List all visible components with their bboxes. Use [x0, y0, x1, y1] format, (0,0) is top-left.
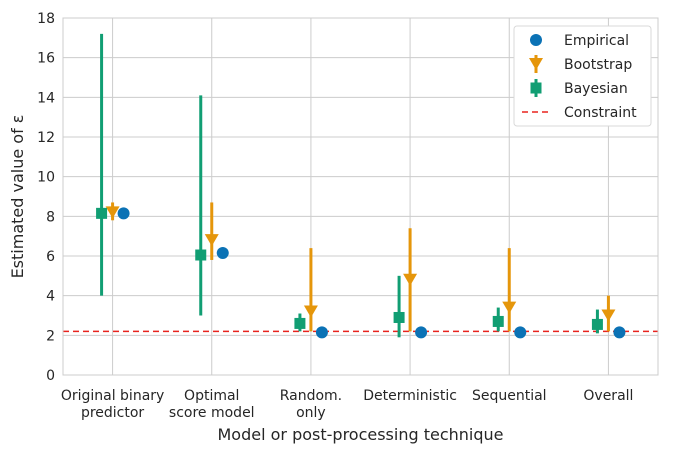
- x-tick-label: score model: [169, 405, 255, 421]
- empirical-point: [613, 326, 626, 339]
- bootstrap-point: [303, 305, 318, 318]
- legend-label: Constraint: [564, 105, 637, 121]
- y-tick-label: 18: [37, 11, 55, 27]
- y-tick-label: 2: [46, 328, 55, 344]
- empirical-point: [514, 326, 527, 339]
- bootstrap-point: [502, 301, 517, 314]
- legend-box: [513, 25, 652, 127]
- x-tick-label: Sequential: [472, 388, 547, 404]
- x-tick-label: only: [296, 405, 326, 421]
- x-tick-label: predictor: [81, 405, 144, 421]
- x-tick-label: Deterministic: [363, 388, 457, 404]
- bayesian-point: [591, 318, 603, 330]
- bootstrap-point: [204, 234, 219, 247]
- x-tick-label: Optimal: [184, 388, 239, 404]
- x-tick-label: Overall: [583, 388, 633, 404]
- x-tick-label: Random.: [280, 388, 342, 404]
- bayesian-point: [492, 315, 504, 327]
- empirical-point: [216, 247, 229, 260]
- legend: Empirical Bootstrap Bayesian Constraint: [513, 25, 652, 127]
- legend-bootstrap-marker: [529, 58, 543, 70]
- legend-label: Empirical: [564, 33, 629, 49]
- empirical-point: [117, 207, 130, 220]
- bootstrap-point: [601, 309, 616, 322]
- y-axis-label: Estimated value of ε: [8, 115, 27, 279]
- legend-empirical-marker: [530, 34, 542, 46]
- y-tick-label: 0: [46, 368, 55, 384]
- bootstrap-point: [403, 273, 418, 286]
- bayesian-point: [294, 317, 306, 329]
- legend-label: Bayesian: [564, 81, 628, 97]
- data-points: [96, 33, 626, 339]
- empirical-point: [415, 326, 428, 339]
- legend-bayesian-marker: [530, 82, 542, 94]
- y-tick-label: 4: [46, 289, 55, 305]
- y-tick-label: 16: [37, 51, 55, 67]
- y-tick-label: 12: [37, 130, 55, 146]
- bayesian-point: [195, 249, 207, 261]
- plot-frame: [62, 17, 659, 376]
- legend-label: Bootstrap: [564, 57, 632, 73]
- y-tick-label: 6: [46, 249, 55, 265]
- x-axis-label: Model or post-processing technique: [218, 425, 504, 444]
- x-tick-label: Original binary: [61, 388, 165, 404]
- empirical-point: [315, 326, 328, 339]
- bayesian-point: [393, 311, 405, 323]
- y-tick-label: 10: [37, 170, 55, 186]
- y-tick-label: 8: [46, 209, 55, 225]
- axis-labels: Model or post-processing technique Estim…: [8, 115, 504, 444]
- y-tick-label: 14: [37, 90, 55, 106]
- bayesian-point: [96, 207, 108, 219]
- bootstrap-point: [105, 206, 120, 219]
